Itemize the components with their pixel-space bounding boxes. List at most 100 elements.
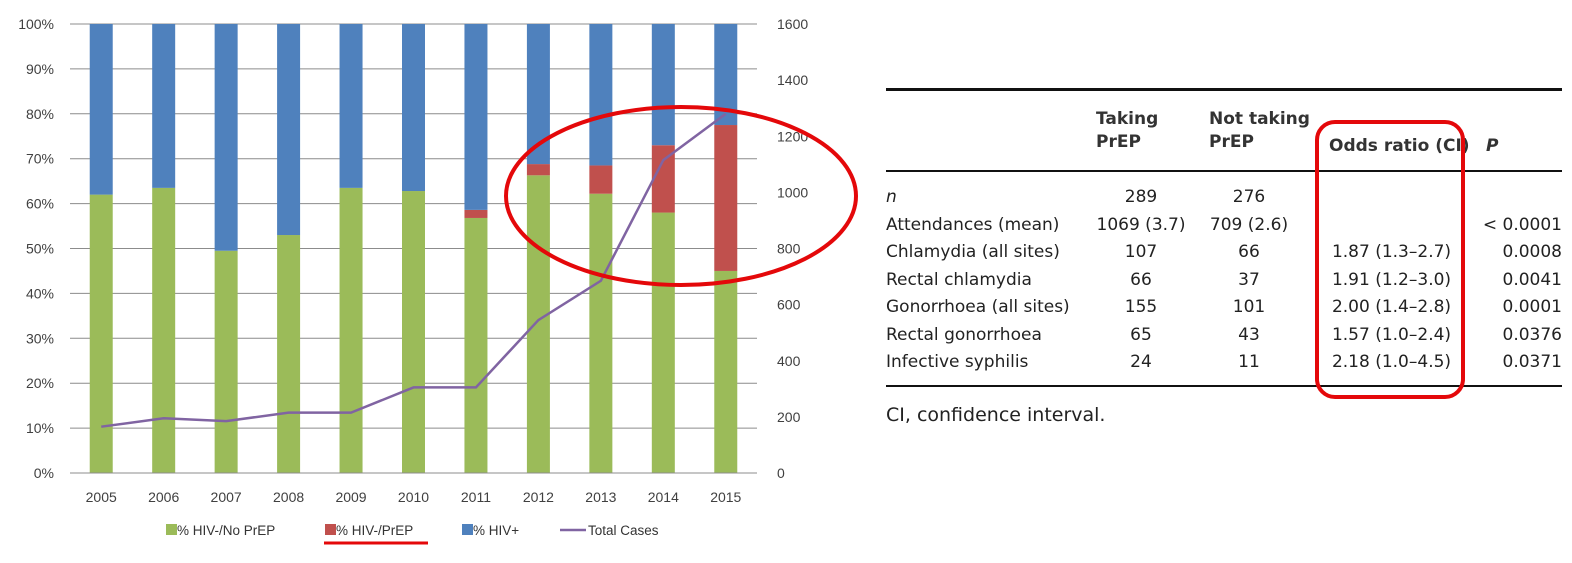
- bar-segment: [714, 270, 738, 473]
- cell-label: Chlamydia (all sites): [886, 242, 1060, 262]
- y-left-tick-label: 20%: [26, 375, 54, 391]
- cell-p: < 0.0001: [1482, 214, 1562, 235]
- cell-taking: 1069 (3.7): [1096, 214, 1186, 235]
- bar-segment: [464, 209, 488, 218]
- cell-odds: 1.57 (1.0–2.4): [1331, 324, 1452, 345]
- table-top-rule: [886, 88, 1562, 91]
- table-header-rule: [886, 170, 1562, 172]
- cell-not-taking: 37: [1238, 269, 1260, 290]
- bar-segment: [89, 194, 113, 473]
- y-left-tick-label: 40%: [26, 285, 54, 301]
- y-left-tick-label: 50%: [26, 241, 54, 257]
- cell-p: 0.0001: [1502, 297, 1562, 317]
- x-tick-label: 2009: [335, 489, 366, 505]
- bar-segment: [89, 24, 113, 195]
- x-tick-label: 2014: [648, 489, 679, 505]
- header-p-value: P: [1486, 136, 1499, 156]
- cell-label: n: [886, 187, 897, 207]
- header-not-taking-line1: Not taking: [1209, 109, 1310, 129]
- cell-p: 0.0041: [1502, 269, 1562, 290]
- y-right-tick-label: 1600: [777, 16, 808, 32]
- legend-label: % HIV-/PrEP: [336, 523, 413, 538]
- odds-ratio-highlight-box: [1315, 120, 1465, 399]
- legend-label: Total Cases: [588, 523, 659, 538]
- x-tick-label: 2013: [585, 489, 616, 505]
- y-left-tick-label: 10%: [26, 420, 54, 436]
- x-tick-label: 2005: [86, 489, 117, 505]
- bar-segment: [651, 145, 675, 213]
- legend-label: % HIV-/No PrEP: [177, 523, 275, 538]
- x-tick-label: 2008: [273, 489, 304, 505]
- bar-segment: [277, 235, 301, 473]
- x-tick-label: 2007: [211, 489, 242, 505]
- y-left-tick-label: 80%: [26, 106, 54, 122]
- cell-label: Rectal gonorrhoea: [886, 324, 1042, 345]
- cell-taking: 155: [1124, 297, 1158, 317]
- y-right-tick-label: 800: [777, 241, 801, 257]
- y-right-tick-label: 400: [777, 353, 801, 369]
- y-left-tick-label: 0%: [34, 465, 54, 481]
- bar-segment: [714, 24, 738, 126]
- y-left-tick-label: 30%: [26, 330, 54, 346]
- y-right-tick-label: 600: [777, 297, 801, 313]
- legend-label: % HIV+: [473, 523, 519, 538]
- bar-segment: [464, 24, 488, 210]
- cell-label: Attendances (mean): [886, 214, 1060, 235]
- bar-segment: [277, 24, 301, 236]
- y-left-tick-label: 70%: [26, 151, 54, 167]
- bar-segment: [651, 24, 675, 146]
- cell-taking: 66: [1130, 269, 1152, 290]
- cell-not-taking: 11: [1238, 352, 1260, 372]
- y-left-tick-label: 60%: [26, 196, 54, 212]
- cell-odds: 1.91 (1.2–3.0): [1331, 269, 1452, 290]
- bar-segment: [651, 212, 675, 473]
- cell-odds: 2.18 (1.0–4.5): [1331, 352, 1452, 372]
- cell-label: Gonorrhoea (all sites): [886, 297, 1070, 317]
- header-taking-line1: Taking: [1096, 109, 1159, 129]
- bar-segment: [589, 24, 613, 166]
- cell-p: 0.0376: [1502, 324, 1562, 345]
- bar-segment: [526, 175, 550, 474]
- cell-label: Infective syphilis: [886, 352, 1029, 372]
- cell-odds: 2.00 (1.4–2.8): [1331, 297, 1452, 317]
- y-right-tick-label: 1000: [777, 184, 808, 200]
- bar-segment: [339, 187, 363, 473]
- x-tick-label: 2015: [710, 489, 741, 505]
- y-right-tick-label: 0: [777, 465, 785, 481]
- header-taking-prep: Taking PrEP: [1096, 108, 1158, 154]
- bar-segment: [526, 164, 550, 176]
- cell-not-taking: 43: [1238, 324, 1260, 345]
- header-odds-ratio: Odds ratio (CI): [1329, 136, 1470, 156]
- bar-segment: [214, 24, 238, 251]
- cell-not-taking: 101: [1232, 297, 1266, 317]
- bar-segment: [589, 165, 613, 194]
- stacked-bar-chart: 0% 10% 20% 30% 40% 50% 60% 70% 80% 90% 100% 0 200 400…: [18, 16, 858, 545]
- header-not-taking-line2: PrEP: [1209, 132, 1254, 152]
- bar-segment: [464, 217, 488, 473]
- cell-taking: 24: [1130, 352, 1152, 372]
- bar-segment: [714, 125, 738, 271]
- bar-segment: [402, 191, 425, 473]
- y-left-tick-label: 90%: [26, 61, 54, 77]
- y-right-tick-label: 1400: [777, 72, 808, 88]
- y-right-tick-label: 200: [777, 409, 801, 425]
- legend-swatch: [166, 524, 177, 535]
- cell-p: 0.0008: [1502, 242, 1562, 262]
- x-tick-label: 2006: [148, 489, 179, 505]
- cell-not-taking: 66: [1238, 242, 1260, 262]
- total-cases-line: [101, 112, 727, 428]
- legend-swatch: [325, 524, 336, 535]
- x-tick-label: 2012: [523, 489, 554, 505]
- bar-segment: [152, 24, 176, 188]
- header-not-taking-prep: Not taking PrEP: [1209, 108, 1310, 154]
- table-footnote: CI, confidence interval.: [886, 404, 1106, 426]
- cell-not-taking: 709 (2.6): [1209, 214, 1289, 235]
- bar-segment: [339, 24, 363, 188]
- y-left-tick-label: 100%: [18, 16, 54, 32]
- bar-segment: [402, 24, 425, 192]
- chart-canvas: 0% 10% 20% 30% 40% 50% 60% 70% 80% 90% 100% 0 200 400…: [18, 16, 858, 545]
- highlight-ellipse: [504, 105, 858, 287]
- cell-taking: 289: [1124, 187, 1158, 207]
- odds-ratio-table: Taking PrEP Not taking PrEP Odds ratio (…: [886, 88, 1562, 428]
- table-bottom-rule: [886, 385, 1562, 387]
